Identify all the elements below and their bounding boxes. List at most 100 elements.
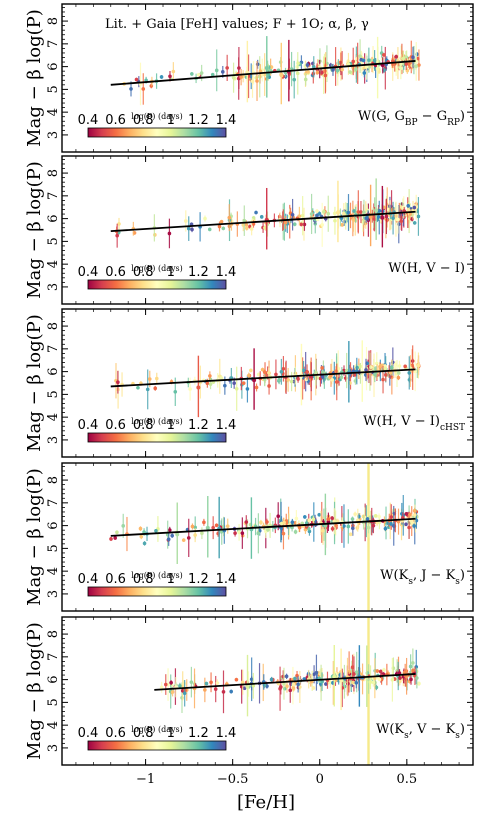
data-point — [320, 679, 324, 684]
data-point — [326, 519, 331, 524]
data-point — [142, 530, 146, 534]
colorbar-tick-label: 0.6 — [105, 418, 126, 433]
data-point — [256, 372, 261, 377]
data-point — [323, 73, 328, 78]
y-tick-label: 8 — [46, 476, 61, 484]
data-point — [167, 231, 172, 236]
y-tick-label: 3 — [46, 590, 61, 598]
y-tick-label: 5 — [46, 390, 61, 398]
data-point — [367, 58, 371, 62]
data-point — [339, 375, 344, 380]
data-point — [303, 77, 308, 82]
colorbar-tick-label: 0.8 — [133, 726, 154, 741]
data-point — [358, 364, 362, 369]
data-point — [214, 68, 219, 73]
data-point — [348, 532, 353, 537]
data-point — [330, 516, 334, 520]
data-point — [153, 386, 158, 391]
colorbar-tick-label: 0.6 — [105, 572, 126, 587]
data-point — [335, 210, 340, 215]
y-tick-label: 8 — [46, 169, 61, 177]
data-point — [205, 525, 210, 530]
data-point — [339, 678, 344, 683]
data-point — [354, 670, 359, 674]
data-point — [210, 72, 215, 77]
data-point — [372, 58, 377, 63]
data-point — [377, 514, 381, 519]
data-point — [255, 79, 259, 83]
data-point — [309, 212, 314, 216]
panel-label: W(H, V − I)cHST — [363, 414, 465, 433]
data-point — [322, 210, 326, 214]
y-tick-label: 4 — [46, 413, 61, 421]
data-point — [334, 523, 338, 528]
y-tick-label: 4 — [46, 721, 61, 729]
y-tick-label: 4 — [46, 260, 61, 268]
fit-line — [110, 60, 416, 86]
data-point — [249, 368, 253, 373]
data-point — [154, 376, 159, 381]
colorbar-tick-label: 1 — [167, 113, 175, 128]
data-point — [163, 682, 168, 687]
data-point — [407, 525, 411, 530]
data-point — [159, 75, 164, 79]
data-point — [296, 61, 300, 66]
data-point — [193, 533, 197, 537]
data-point — [250, 79, 255, 84]
colorbar — [87, 127, 227, 138]
data-point — [166, 537, 171, 542]
y-tick-label: 3 — [46, 283, 61, 291]
data-point — [353, 512, 357, 516]
data-point — [300, 213, 305, 218]
data-point — [315, 213, 319, 218]
data-point — [147, 377, 152, 381]
colorbar-tick-label: 0.4 — [78, 418, 99, 433]
data-point — [398, 676, 402, 680]
panel-label: W(Ks, J − Ks) — [380, 568, 465, 587]
data-point — [181, 538, 186, 542]
data-point — [317, 512, 322, 517]
data-point — [358, 54, 362, 58]
data-point — [352, 209, 356, 213]
data-point — [245, 387, 250, 391]
data-point — [399, 219, 404, 224]
data-point — [380, 215, 385, 220]
data-point — [215, 681, 220, 685]
data-point — [196, 72, 201, 77]
data-point — [381, 377, 385, 382]
data-point — [237, 66, 241, 70]
data-point — [134, 77, 139, 82]
data-point — [298, 685, 302, 689]
x-tick-label: −0.5 — [217, 772, 249, 787]
data-point — [396, 217, 400, 222]
data-point — [170, 533, 174, 538]
data-point — [378, 364, 382, 369]
data-point — [364, 368, 368, 372]
data-point — [311, 686, 316, 690]
data-point — [203, 688, 207, 692]
data-point — [129, 87, 133, 91]
data-point — [320, 374, 325, 379]
colorbar-title: log(P) (days) — [131, 264, 182, 273]
colorbar-tick-label: 1.4 — [216, 418, 237, 433]
colorbar-tick-label: 0.8 — [133, 113, 154, 128]
y-tick-label: 3 — [46, 131, 61, 139]
data-point — [237, 530, 241, 535]
data-point — [315, 209, 319, 213]
data-point — [207, 227, 212, 232]
data-point — [121, 524, 126, 528]
data-point — [214, 523, 219, 528]
data-point — [411, 661, 415, 665]
colorbar — [87, 432, 227, 443]
data-point — [311, 65, 316, 69]
data-point — [190, 227, 194, 232]
data-point — [109, 537, 113, 541]
data-point — [397, 364, 402, 368]
data-point — [175, 532, 180, 537]
data-point — [389, 515, 394, 519]
y-tick-label: 5 — [46, 544, 61, 552]
data-point — [200, 531, 204, 535]
data-point — [182, 691, 187, 696]
data-point — [141, 87, 146, 91]
